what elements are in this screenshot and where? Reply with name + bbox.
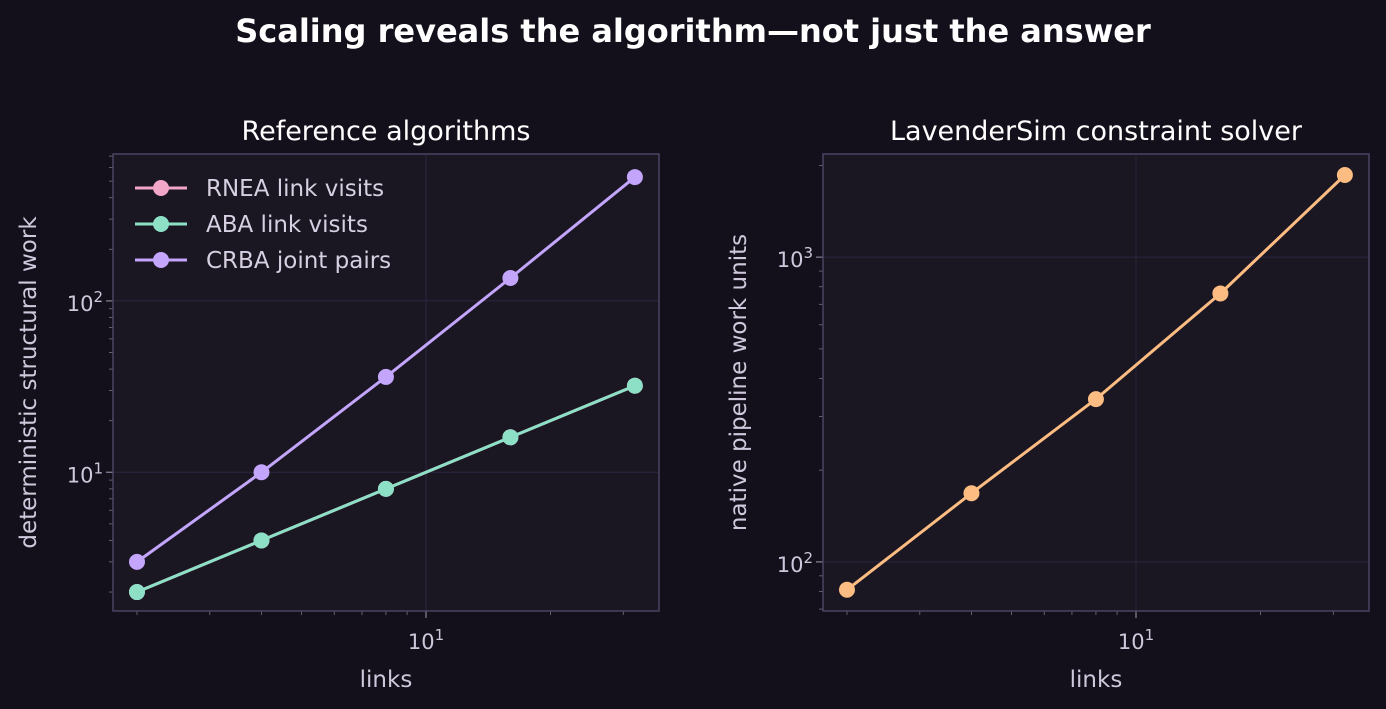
panel-title: LavenderSim constraint solver — [890, 116, 1303, 147]
legend-label-rnea: RNEA link visits — [206, 176, 384, 202]
aba-point — [253, 532, 270, 549]
y-axis-label: native pipeline work units — [726, 234, 752, 531]
legend-marker-crba — [153, 252, 169, 268]
lavendersim-point — [1336, 167, 1353, 184]
x-axis-label: links — [360, 667, 413, 693]
aba-point — [626, 377, 643, 394]
y-tick-label: 102 — [67, 288, 103, 316]
plot-area — [822, 153, 1370, 612]
aba-point — [502, 429, 519, 446]
y-axis-label: deterministic structural work — [16, 216, 42, 549]
x-tick-label: 101 — [408, 626, 444, 654]
x-tick-label: 101 — [1118, 626, 1154, 654]
crba-point — [253, 464, 270, 481]
crba-point — [128, 553, 145, 570]
aba-point — [377, 480, 394, 497]
x-axis-label: links — [1070, 667, 1123, 693]
y-tick-label: 101 — [67, 459, 103, 487]
y-tick-label: 102 — [777, 549, 813, 577]
chart-panel-2: 101 102 103 LavenderSim constraint solver li… — [726, 116, 1370, 693]
lavendersim-point — [838, 581, 855, 598]
legend-label-aba: ABA link visits — [206, 212, 368, 238]
legend: RNEA link visits ABA link visits CRBA join… — [135, 176, 391, 274]
legend-marker-aba — [153, 216, 169, 232]
figure-title: Scaling reveals the algorithm—not just t… — [235, 12, 1151, 50]
crba-point — [377, 368, 394, 385]
y-tick-label: 103 — [777, 244, 813, 272]
plot-frame — [822, 153, 1370, 612]
crba-point — [502, 270, 519, 287]
plot-frame — [112, 153, 660, 612]
legend-marker-rnea — [153, 180, 169, 196]
aba-point — [128, 584, 145, 601]
panel-title: Reference algorithms — [242, 116, 531, 147]
legend-label-crba: CRBA joint pairs — [206, 248, 391, 274]
crba-point — [626, 169, 643, 186]
lavendersim-point — [1087, 391, 1104, 408]
lavendersim-point — [963, 485, 980, 502]
lavendersim-point — [1212, 285, 1229, 302]
chart-panel-1: 101 101 102 Reference algorithms links determ… — [16, 116, 660, 693]
